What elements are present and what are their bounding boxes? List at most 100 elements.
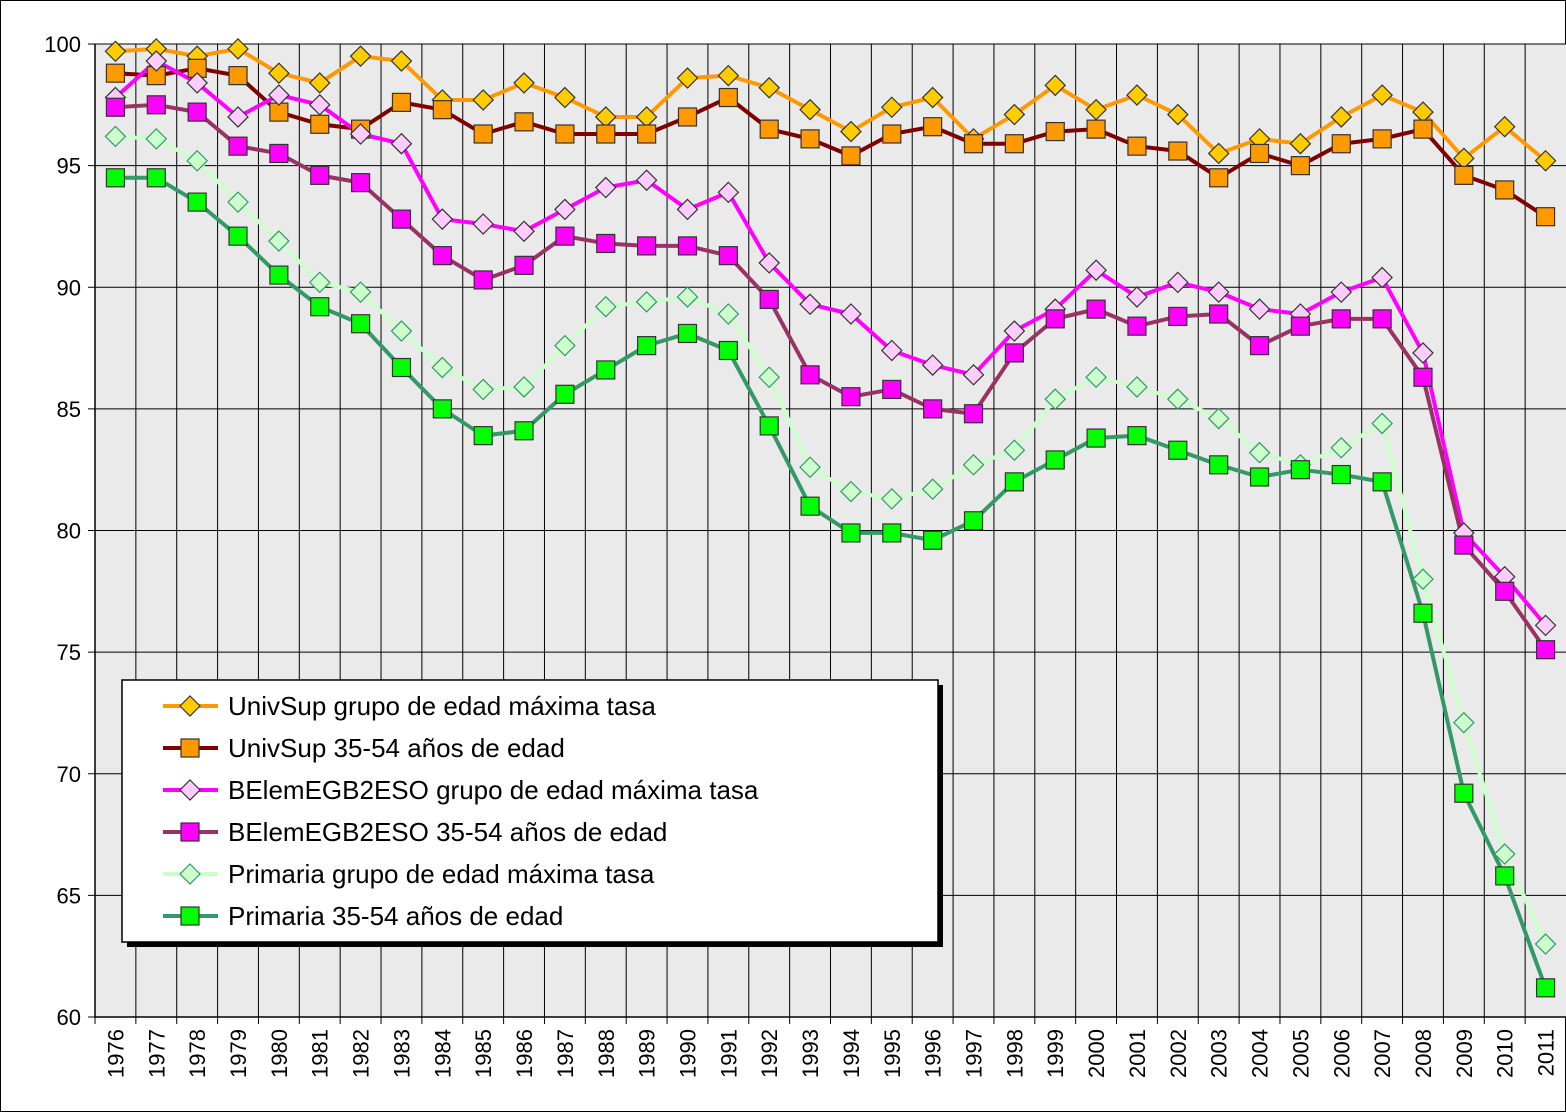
marker — [227, 106, 249, 128]
marker — [800, 365, 820, 385]
x-tick-label: 2009 — [1452, 1029, 1477, 1078]
marker — [718, 340, 738, 361]
marker — [227, 191, 249, 213]
marker — [596, 233, 616, 254]
marker — [1495, 581, 1515, 601]
x-tick-label: 2001 — [1125, 1029, 1150, 1078]
marker — [1371, 412, 1393, 435]
marker — [513, 220, 535, 243]
marker — [268, 230, 290, 252]
marker — [841, 387, 861, 407]
marker — [637, 236, 657, 256]
marker — [473, 270, 493, 290]
marker — [799, 293, 821, 316]
marker — [1330, 106, 1353, 128]
marker — [921, 86, 944, 109]
marker — [1249, 143, 1270, 164]
marker — [432, 100, 452, 120]
marker — [349, 123, 372, 145]
marker — [228, 136, 248, 156]
marker — [1086, 119, 1106, 139]
marker — [1166, 388, 1189, 410]
x-tick-label: 1995 — [880, 1029, 905, 1078]
marker — [514, 112, 534, 132]
marker — [104, 40, 127, 63]
marker — [718, 87, 738, 108]
legend-label: Primaria 35-54 años de edad — [228, 901, 563, 931]
marker — [1004, 343, 1024, 363]
x-tick-label: 1999 — [1043, 1029, 1068, 1078]
x-tick-label: 2003 — [1207, 1029, 1232, 1078]
marker — [432, 246, 452, 266]
marker — [268, 84, 290, 106]
marker — [390, 50, 413, 72]
legend-marker — [180, 738, 200, 758]
marker — [1127, 316, 1147, 336]
marker — [1371, 266, 1393, 289]
marker — [269, 143, 289, 164]
x-tick-label: 2006 — [1329, 1029, 1354, 1078]
marker — [800, 496, 820, 516]
marker — [759, 119, 779, 139]
marker — [1495, 180, 1515, 200]
x-tick-label: 1992 — [757, 1029, 782, 1078]
marker — [187, 192, 207, 212]
marker — [227, 38, 249, 60]
marker — [676, 67, 699, 89]
marker — [676, 198, 699, 221]
x-tick-label: 2000 — [1084, 1029, 1109, 1078]
x-tick-label: 1976 — [103, 1029, 128, 1078]
marker — [1166, 271, 1189, 294]
marker — [391, 92, 412, 112]
marker — [758, 366, 781, 389]
marker — [1085, 259, 1107, 282]
marker — [1454, 165, 1474, 185]
legend-label: BElemEGB2ESO 35-54 años de edad — [228, 817, 667, 847]
x-tick-label: 1987 — [553, 1029, 578, 1078]
marker — [923, 117, 943, 137]
marker — [1453, 711, 1475, 734]
marker — [1249, 336, 1270, 356]
marker — [1248, 298, 1271, 320]
marker — [799, 98, 821, 121]
marker — [1331, 134, 1351, 154]
legend-marker — [179, 863, 201, 885]
marker — [472, 213, 495, 235]
marker — [432, 399, 452, 419]
x-tick-label: 1988 — [594, 1029, 619, 1078]
marker — [105, 63, 126, 83]
marker — [596, 124, 616, 144]
marker — [1413, 119, 1433, 139]
marker — [308, 93, 331, 116]
marker — [1493, 115, 1516, 138]
x-tick-label: 1997 — [962, 1029, 987, 1078]
y-tick-label: 60 — [57, 1005, 81, 1030]
marker — [186, 72, 209, 94]
x-tick-label: 1998 — [1002, 1029, 1027, 1078]
legend-marker — [180, 822, 200, 842]
x-tick-label: 2011 — [1534, 1029, 1559, 1076]
marker — [1495, 866, 1515, 886]
legend-label: Primaria grupo de edad máxima tasa — [228, 859, 655, 889]
marker — [1535, 978, 1556, 998]
marker — [799, 456, 821, 479]
x-tick-label: 1989 — [635, 1029, 660, 1078]
marker — [882, 523, 902, 543]
marker — [472, 378, 495, 401]
marker — [1372, 129, 1392, 149]
marker — [228, 66, 248, 86]
marker — [1534, 614, 1557, 637]
marker — [963, 511, 984, 531]
marker — [1413, 603, 1433, 623]
marker — [635, 290, 658, 313]
marker — [1454, 535, 1474, 555]
marker — [228, 226, 248, 246]
legend-marker — [180, 906, 200, 926]
x-tick-label: 2008 — [1411, 1029, 1436, 1078]
y-tick-label: 100 — [44, 32, 81, 57]
marker — [187, 102, 207, 122]
marker — [880, 488, 903, 510]
marker — [1126, 376, 1148, 398]
marker — [921, 354, 944, 376]
